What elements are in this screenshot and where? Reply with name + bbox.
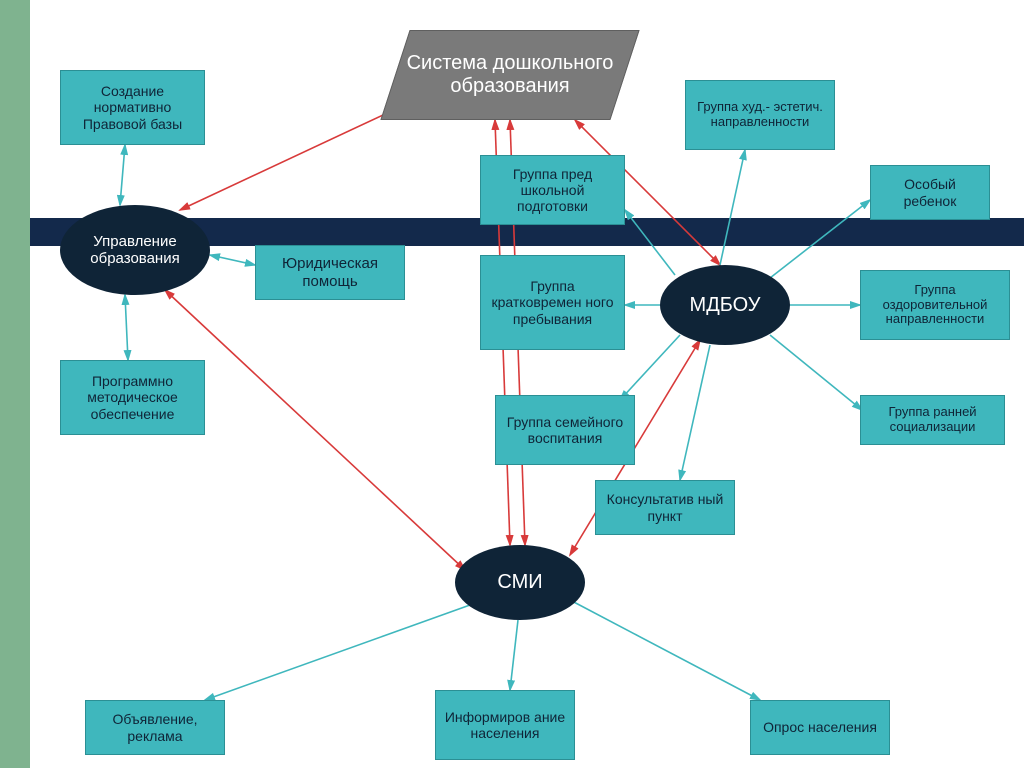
node-mdbou: МДБОУ xyxy=(660,265,790,345)
edge-smi-b_inform xyxy=(510,620,518,690)
node-smi-label: СМИ xyxy=(497,571,542,594)
edge-smi-b_opros xyxy=(570,600,760,700)
node-b_legal: Юридическая помощь xyxy=(255,245,405,300)
node-b_konsult-label: Консультатив ный пункт xyxy=(602,491,728,523)
node-b_ozdor: Группа оздоровительной направленности xyxy=(860,270,1010,340)
node-b_norm-label: Создание нормативно Правовой базы xyxy=(67,83,198,131)
node-system-label: Система дошкольного образования xyxy=(406,52,614,98)
node-b_predsch-label: Группа пред школьной подготовки xyxy=(487,166,618,214)
node-b_sem-label: Группа семейного воспитания xyxy=(502,414,628,446)
edge-upr-smi xyxy=(165,290,465,570)
left-sidebar xyxy=(0,0,30,768)
node-b_prog-label: Программно методическое обеспечение xyxy=(67,373,198,421)
node-b_kratk-label: Группа кратковремен ного пребывания xyxy=(487,278,618,326)
diagram-stage: { "canvas": { "w": 1024, "h": 768, "bg":… xyxy=(0,0,1024,768)
node-b_osob: Особый ребенок xyxy=(870,165,990,220)
node-b_hud: Группа худ.- эстетич. направленности xyxy=(685,80,835,150)
node-b_osob-label: Особый ребенок xyxy=(877,176,983,208)
edge-mdbou-b_social xyxy=(770,335,862,410)
node-b_hud-label: Группа худ.- эстетич. направленности xyxy=(692,100,828,130)
node-b_social-label: Группа ранней социализации xyxy=(867,405,998,435)
node-b_social: Группа ранней социализации xyxy=(860,395,1005,445)
node-b_inform-label: Информиров ание населения xyxy=(442,709,568,741)
node-b_predsch: Группа пред школьной подготовки xyxy=(480,155,625,225)
node-smi: СМИ xyxy=(455,545,585,620)
node-b_legal-label: Юридическая помощь xyxy=(262,255,398,290)
node-upr: Управление образования xyxy=(60,205,210,295)
node-b_kratk: Группа кратковремен ного пребывания xyxy=(480,255,625,350)
node-b_norm: Создание нормативно Правовой базы xyxy=(60,70,205,145)
node-b_prog: Программно методическое обеспечение xyxy=(60,360,205,435)
node-b_sem: Группа семейного воспитания xyxy=(495,395,635,465)
edge-mdbou-b_sem xyxy=(620,335,680,400)
node-b_inform: Информиров ание населения xyxy=(435,690,575,760)
node-system: Система дошкольного образования xyxy=(380,30,639,120)
node-b_opros: Опрос населения xyxy=(750,700,890,755)
node-b_opros-label: Опрос населения xyxy=(763,719,877,735)
edge-smi-b_adv xyxy=(205,605,470,700)
edge-upr-b_norm xyxy=(120,145,125,205)
edge-upr-system xyxy=(180,100,415,210)
edge-upr-b_prog xyxy=(125,295,128,360)
edge-mdbou-b_hud xyxy=(720,150,745,265)
edge-upr-b_legal xyxy=(210,255,255,265)
node-b_ozdor-label: Группа оздоровительной направленности xyxy=(867,283,1003,328)
node-b_adv: Объявление, реклама xyxy=(85,700,225,755)
node-mdbou-label: МДБОУ xyxy=(690,294,761,317)
node-b_adv-label: Объявление, реклама xyxy=(92,711,218,743)
edge-mdbou-b_konsult xyxy=(680,345,710,480)
node-b_konsult: Консультатив ный пункт xyxy=(595,480,735,535)
node-upr-label: Управление образования xyxy=(64,233,206,267)
